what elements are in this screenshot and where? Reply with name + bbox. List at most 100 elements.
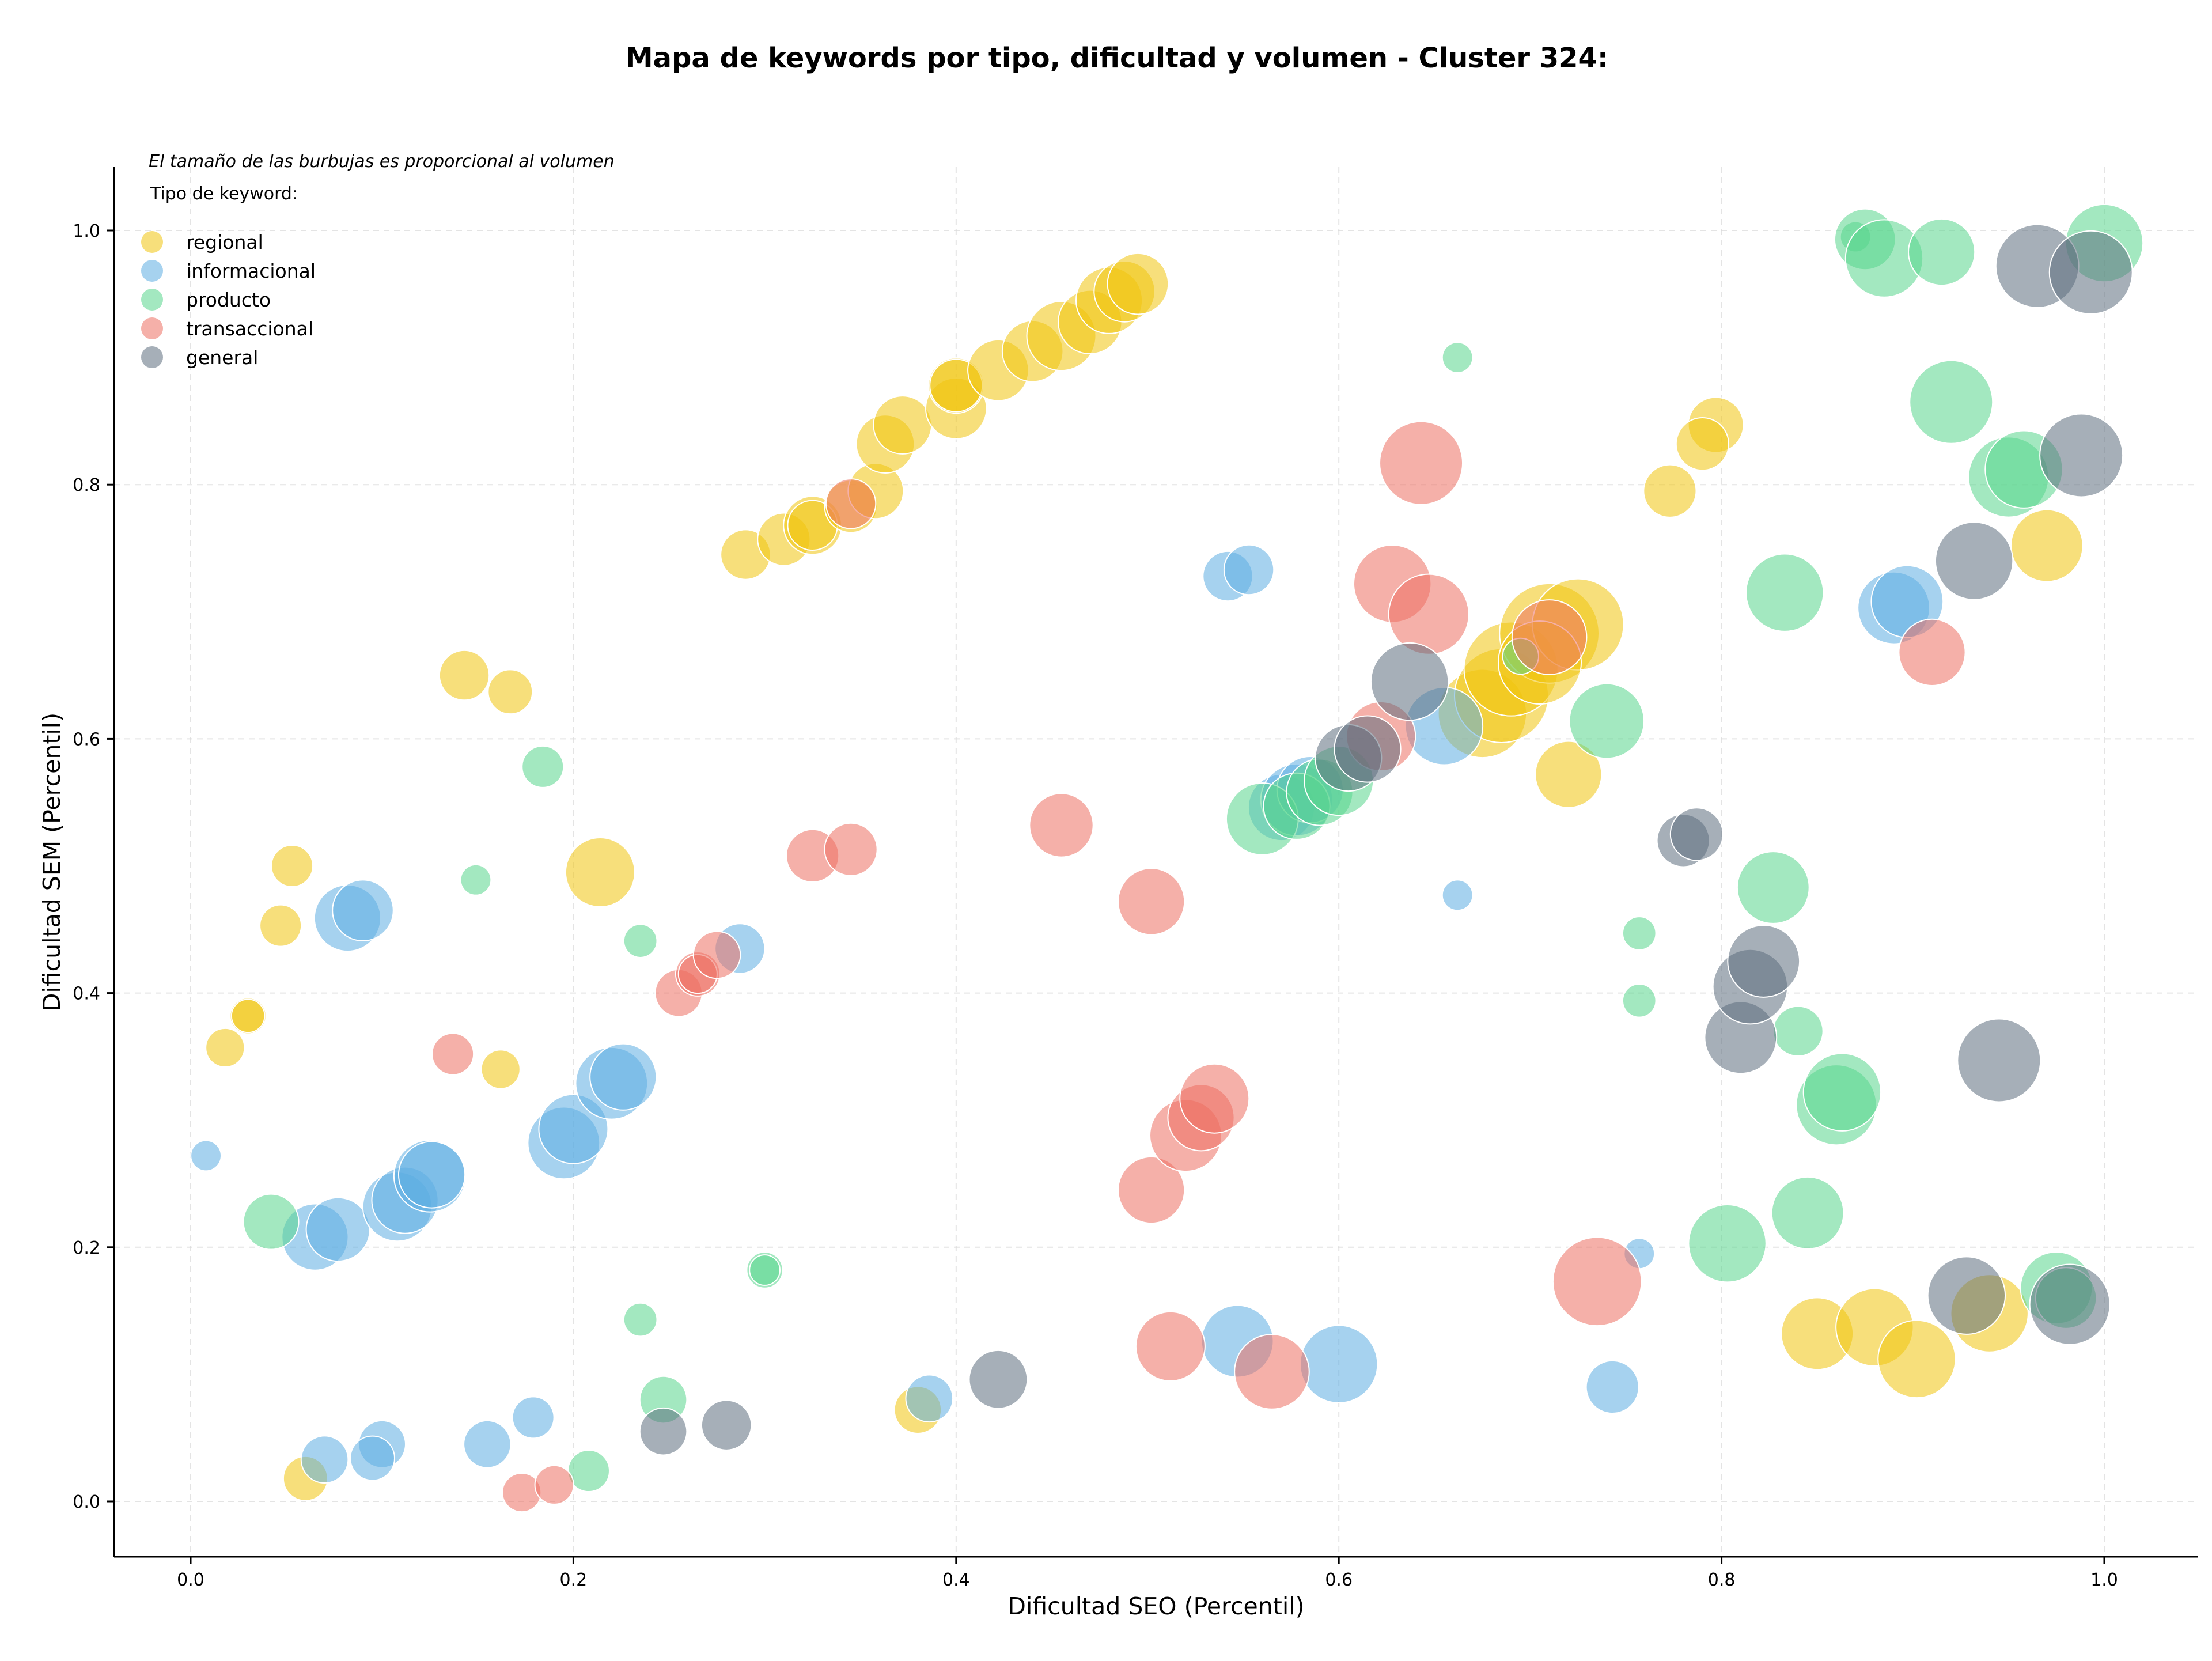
bubble-producto xyxy=(623,1302,658,1337)
legend-marker-regional xyxy=(141,231,163,253)
bubble-regional xyxy=(438,649,490,701)
bubble-regional xyxy=(230,998,266,1034)
bubble-producto xyxy=(749,1254,781,1286)
y-tick-label: 0.2 xyxy=(73,1238,100,1258)
x-axis-label: Dificultad SEO (Percentil) xyxy=(1007,1592,1304,1620)
x-tick-label: 0.8 xyxy=(1708,1570,1736,1590)
x-tick-label: 0.2 xyxy=(560,1570,588,1590)
bubble-informacional xyxy=(1223,544,1275,596)
chart-title: Mapa de keywords por tipo, dificultad y … xyxy=(626,42,1608,74)
bubble-transaccional xyxy=(824,822,878,876)
legend-label-producto: producto xyxy=(186,289,271,311)
bubble-informacional xyxy=(512,1396,555,1439)
legend-marker-transaccional xyxy=(141,317,163,339)
bubble-producto xyxy=(243,1193,300,1250)
legend-marker-general xyxy=(141,346,163,368)
bubble-transaccional xyxy=(1118,1156,1185,1224)
bubble-general xyxy=(968,1349,1028,1409)
bubbles-layer xyxy=(190,203,2144,1513)
bubble-informacional xyxy=(463,1420,512,1469)
bubble-general xyxy=(700,1399,752,1451)
bubble-producto xyxy=(1802,1053,1882,1132)
legend-label-informacional: informacional xyxy=(186,260,316,282)
bubble-informacional xyxy=(1585,1360,1639,1414)
bubble-informacional xyxy=(305,1197,370,1262)
y-tick-label: 1.0 xyxy=(73,221,100,241)
bubble-producto xyxy=(1908,218,1976,286)
bubble-general xyxy=(2029,1263,2111,1345)
bubble-regional xyxy=(565,837,635,908)
bubble-regional xyxy=(259,904,302,947)
x-tick-label: 0.4 xyxy=(942,1570,970,1590)
bubble-producto xyxy=(1736,851,1810,924)
legend-marker-informacional xyxy=(141,260,163,282)
bubble-regional xyxy=(487,669,533,715)
bubble-transaccional xyxy=(692,930,741,979)
bubble-informacional xyxy=(190,1140,222,1172)
bubble-producto xyxy=(1772,1005,1824,1057)
legend-label-general: general xyxy=(186,346,258,369)
y-tick-label: 0.4 xyxy=(73,984,100,1004)
bubble-transaccional xyxy=(1552,1236,1642,1327)
bubble-regional xyxy=(2010,509,2084,582)
axes xyxy=(113,167,2198,1558)
legend: Tipo de keyword: regional informacional pr… xyxy=(141,184,316,369)
bubble-transaccional xyxy=(1898,618,1966,686)
bubble-producto xyxy=(1622,916,1657,951)
bubble-informacional xyxy=(350,1435,395,1481)
x-tick-label: 0.0 xyxy=(177,1570,204,1590)
bubble-regional xyxy=(1535,740,1603,808)
y-tick-label: 0.0 xyxy=(73,1492,100,1512)
y-axis-label: Dificultad SEM (Percentil) xyxy=(38,713,66,1011)
legend-marker-producto xyxy=(141,289,163,311)
bubble-producto xyxy=(521,745,565,788)
bubble-producto xyxy=(1771,1176,1844,1250)
tick-labels: 0.0 0.2 0.4 0.6 0.8 1.0 0.0 0.2 0.4 0.6 0.8 1.0 xyxy=(73,221,2118,1590)
bubble-regional xyxy=(205,1027,245,1068)
bubble-transaccional xyxy=(1029,793,1094,858)
legend-title: Tipo de keyword: xyxy=(150,184,298,204)
bubble-transaccional xyxy=(1118,868,1185,936)
bubble-producto xyxy=(1688,1204,1767,1283)
bubble-producto xyxy=(623,924,658,958)
bubble-producto xyxy=(460,864,492,896)
bubble-general xyxy=(1727,925,1801,998)
bubble-informacional xyxy=(1300,1325,1378,1403)
bubble-regional xyxy=(271,845,314,887)
bubble-regional xyxy=(1107,252,1169,315)
bubble-transaccional xyxy=(825,478,877,529)
bubble-general xyxy=(1927,1256,2006,1335)
bubble-informacional xyxy=(905,1374,954,1423)
legend-label-transaccional: transaccional xyxy=(186,317,313,340)
size-note: El tamaño de las burbujas es proporciona… xyxy=(149,152,615,172)
bubble-general xyxy=(1334,715,1402,783)
bubble-transaccional xyxy=(1179,1063,1250,1134)
bubble-informacional xyxy=(300,1435,349,1484)
bubble-transaccional xyxy=(1379,421,1464,505)
bubble-producto xyxy=(1909,360,1994,444)
bubble-transaccional xyxy=(1135,1311,1206,1382)
bubble-transaccional xyxy=(1511,599,1588,675)
bubble-general xyxy=(2039,413,2124,498)
bubble-informacional xyxy=(1441,879,1474,911)
bubble-informacional xyxy=(589,1043,657,1111)
bubble-general xyxy=(639,1407,688,1456)
bubble-regional xyxy=(1643,464,1697,518)
x-tick-label: 0.6 xyxy=(1325,1570,1353,1590)
bubble-producto xyxy=(567,1450,610,1493)
bubble-producto xyxy=(1622,983,1657,1018)
bubble-general xyxy=(1669,807,1724,861)
y-tick-label: 0.6 xyxy=(73,729,100,750)
x-tick-label: 1.0 xyxy=(2090,1570,2118,1590)
bubble-transaccional xyxy=(534,1465,574,1505)
bubble-regional xyxy=(480,1049,521,1089)
bubble-general xyxy=(2048,230,2133,315)
bubble-informacional xyxy=(397,1141,466,1209)
bubble-regional xyxy=(1675,417,1729,471)
bubble-transaccional xyxy=(431,1032,475,1076)
bubble-general xyxy=(1934,521,2014,600)
bubble-regional xyxy=(873,395,933,455)
bubble-producto xyxy=(1441,342,1474,373)
bubble-regional xyxy=(1877,1319,1956,1399)
